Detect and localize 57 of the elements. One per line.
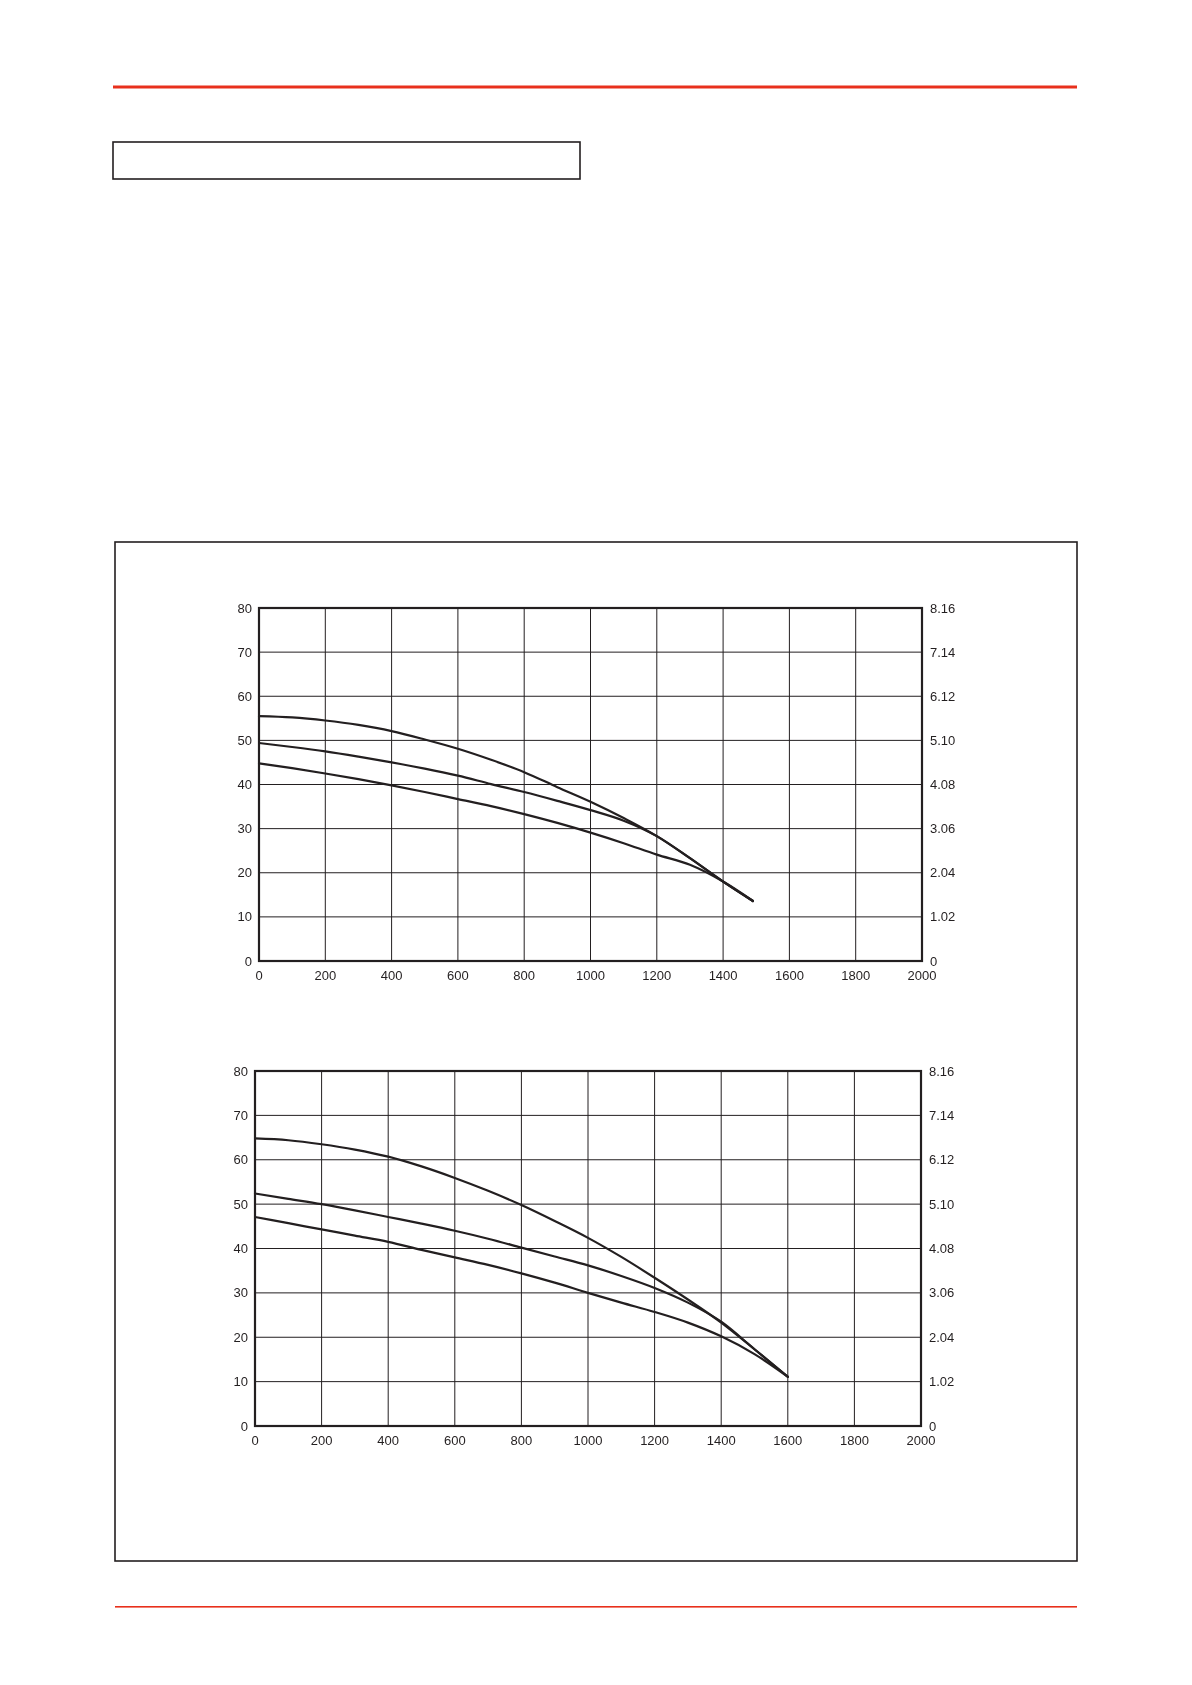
x-tick-label: 1200	[640, 1433, 670, 1448]
y2-tick-label: 5.10	[929, 1196, 955, 1212]
y-tick-label: 80	[233, 1063, 248, 1079]
x-tick-label: 400	[377, 1433, 400, 1448]
x-tick-label: 1400	[708, 968, 738, 983]
x-tick-label: 1600	[773, 1433, 803, 1448]
y2-tick-label: 1.02	[929, 1374, 955, 1390]
x-tick-label: 600	[447, 968, 469, 983]
x-tick-label: 0	[255, 968, 263, 983]
y2-tick-label: 8.16	[929, 1063, 955, 1079]
x-tick-label: 200	[314, 968, 337, 983]
y-tick-label: 30	[233, 1285, 248, 1301]
y-tick-label: 40	[233, 1241, 248, 1257]
x-tick-label: 800	[510, 1433, 533, 1448]
y2-tick-label: 2.04	[929, 1329, 955, 1345]
x-tick-label: 1000	[576, 968, 605, 983]
y-tick-label: 0	[240, 1418, 248, 1434]
x-tick-label: 400	[380, 968, 403, 983]
y-tick-label: 50	[237, 732, 252, 748]
y2-tick-label: 1.02	[930, 909, 956, 925]
y-tick-label: 10	[233, 1374, 248, 1390]
y-tick-label: 50	[233, 1196, 248, 1212]
x-tick-label: 600	[443, 1433, 466, 1448]
x-tick-label: 2000	[906, 1433, 936, 1448]
y-tick-label: 70	[237, 644, 252, 660]
y-tick-label: 20	[237, 865, 252, 881]
y2-tick-label: 0	[929, 1418, 937, 1434]
y2-tick-label: 8.16	[930, 600, 956, 616]
y2-tick-label: 4.08	[929, 1241, 955, 1257]
y2-tick-label: 0	[930, 953, 938, 969]
y-tick-label: 30	[237, 821, 252, 837]
y2-tick-label: 4.08	[930, 777, 956, 793]
y-tick-label: 60	[237, 688, 252, 704]
y2-tick-label: 5.10	[930, 732, 956, 748]
y-tick-label: 80	[237, 600, 252, 616]
x-tick-label: 2000	[907, 968, 937, 983]
y-tick-label: 60	[233, 1152, 248, 1168]
y-tick-label: 40	[237, 777, 252, 793]
x-tick-label: 800	[513, 968, 536, 983]
x-tick-label: 1000	[573, 1433, 603, 1448]
x-tick-label: 1400	[706, 1433, 736, 1448]
x-tick-label: 1800	[841, 968, 871, 983]
y2-tick-label: 7.14	[929, 1107, 955, 1123]
y2-tick-label: 6.12	[930, 688, 956, 704]
y-tick-label: 10	[237, 909, 252, 925]
x-tick-label: 1800	[839, 1433, 869, 1448]
x-tick-label: 1600	[774, 968, 804, 983]
x-tick-label: 1200	[642, 968, 672, 983]
y-tick-label: 20	[233, 1329, 248, 1345]
y-tick-label: 70	[233, 1107, 248, 1123]
y2-tick-label: 3.06	[930, 821, 956, 837]
y2-tick-label: 3.06	[929, 1285, 955, 1301]
y2-tick-label: 2.04	[930, 865, 956, 881]
y2-tick-label: 6.12	[929, 1152, 955, 1168]
y-tick-label: 0	[244, 953, 252, 969]
y2-tick-label: 7.14	[930, 644, 956, 660]
x-tick-label: 200	[310, 1433, 333, 1448]
